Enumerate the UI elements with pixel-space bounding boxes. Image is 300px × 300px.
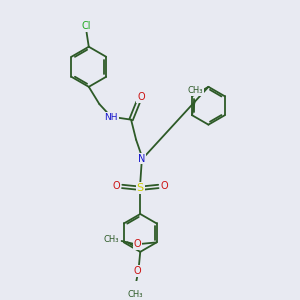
Text: O: O bbox=[134, 239, 142, 249]
Text: Cl: Cl bbox=[81, 21, 91, 31]
Text: CH₃: CH₃ bbox=[103, 235, 119, 244]
Text: O: O bbox=[134, 266, 141, 276]
Text: CH₃: CH₃ bbox=[188, 86, 203, 95]
Text: O: O bbox=[161, 182, 168, 191]
Text: NH: NH bbox=[104, 113, 118, 122]
Text: N: N bbox=[138, 154, 145, 164]
Text: O: O bbox=[112, 182, 120, 191]
Text: S: S bbox=[137, 183, 144, 193]
Text: O: O bbox=[137, 92, 145, 102]
Text: CH₃: CH₃ bbox=[128, 290, 143, 299]
